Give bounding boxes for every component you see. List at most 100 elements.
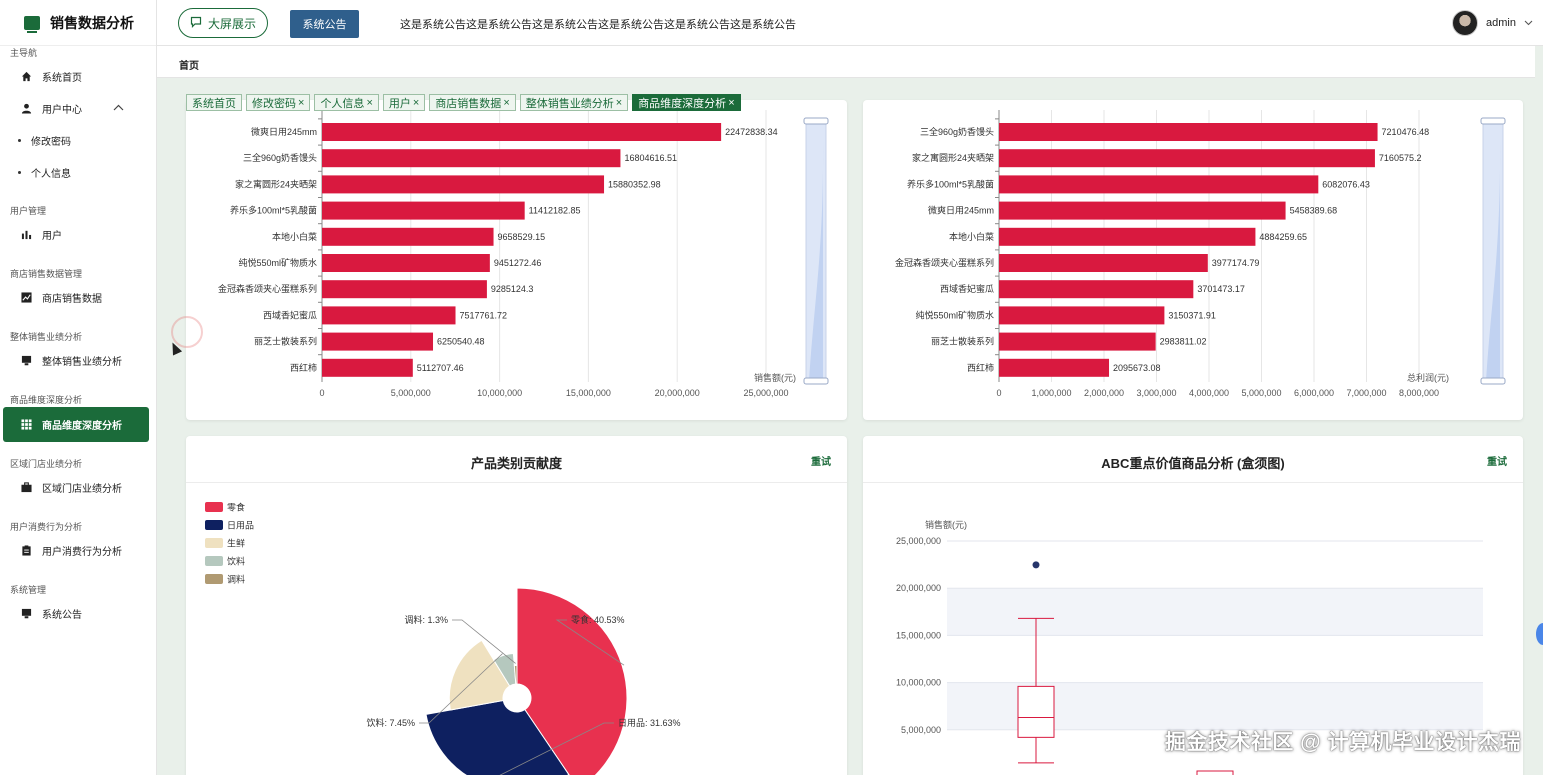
card-title: ABC重点价值商品分析 (盒须图)	[1101, 456, 1285, 471]
retry-button[interactable]: 重试	[1487, 457, 1507, 468]
chevron-down-icon	[1524, 17, 1533, 29]
box[interactable]	[1017, 685, 1055, 738]
legend-label[interactable]: 调料	[227, 574, 245, 585]
tab-item[interactable]: 整体销售业绩分析 ×	[519, 94, 629, 111]
legend-label[interactable]: 零食	[227, 502, 245, 513]
sidebar-item-label: 商店销售数据	[42, 293, 102, 305]
bar[interactable]	[322, 201, 525, 220]
zoom-handle-bottom[interactable]	[803, 377, 829, 385]
sidebar-item-users[interactable]: 用户	[0, 218, 156, 250]
sidebar-item-consumer-analysis[interactable]: 用户消费行为分析	[0, 534, 156, 566]
pie-slice[interactable]	[516, 587, 628, 775]
box[interactable]	[1196, 770, 1234, 775]
bar-value-label: 16804616.51	[624, 153, 677, 163]
zoom-handle-top[interactable]	[803, 117, 829, 125]
floating-action-button[interactable]	[1536, 623, 1543, 645]
sidebar-item-store-sales[interactable]: 商店销售数据	[0, 281, 156, 313]
pie-slice[interactable]	[425, 699, 570, 775]
profit-bar-chart: 0 1,000,000 2,000,000 3,000,000 4,000,000 5,0…	[895, 110, 1506, 398]
sidebar-item-home[interactable]: 系统首页	[0, 60, 156, 92]
label-leader-line	[419, 653, 503, 724]
close-icon[interactable]: ×	[503, 96, 510, 109]
sidebar-subitem-profile[interactable]: 个人信息	[0, 156, 156, 188]
close-icon[interactable]: ×	[615, 96, 623, 109]
sidebar-subitem-change-password[interactable]: 修改密码	[0, 124, 156, 156]
nav-group-title: 商品维度深度分析	[10, 395, 83, 405]
legend-label[interactable]: 饮料	[227, 556, 245, 567]
y-category-label: 金冠森香颂夹心蛋糕系列	[895, 257, 994, 268]
bar[interactable]	[322, 358, 413, 377]
bar[interactable]	[999, 280, 1194, 299]
sales-bar-chart: 0 5,000,000 10,000,000 15,000,000 20,000,000…	[218, 110, 829, 398]
bar[interactable]	[322, 123, 722, 141]
tab-item[interactable]: 个人信息 ×	[314, 94, 379, 111]
bar[interactable]	[999, 254, 1208, 272]
label-leader-line	[452, 619, 516, 664]
y-category-label: 丽芝士散装系列	[931, 336, 994, 347]
bar[interactable]	[999, 175, 1319, 194]
legend-swatch[interactable]	[205, 502, 223, 512]
sidebar-item-overall-sales[interactable]: 整体销售业绩分析	[0, 344, 156, 376]
slice-label: 零食: 40.53%	[571, 614, 625, 625]
legend-swatch[interactable]	[205, 574, 223, 584]
bar[interactable]	[322, 280, 487, 299]
zoom-handle-bottom[interactable]	[1480, 377, 1506, 385]
y-category-label: 西红柿	[290, 362, 317, 373]
system-notice-button[interactable]: 系统公告	[290, 10, 359, 38]
monitor-icon	[20, 607, 32, 619]
bullet-icon	[18, 170, 21, 174]
tab-item[interactable]: 修改密码 ×	[246, 94, 311, 111]
close-icon[interactable]: ×	[728, 96, 735, 109]
legend-swatch[interactable]	[205, 538, 223, 548]
bar[interactable]	[322, 332, 434, 351]
tab-item[interactable]: 商店销售数据 ×	[429, 94, 516, 111]
bar[interactable]	[999, 227, 1256, 246]
legend-swatch[interactable]	[205, 556, 223, 566]
retry-button[interactable]: 重试	[811, 457, 831, 468]
pie-slice[interactable]	[513, 664, 518, 685]
legend-swatch[interactable]	[205, 520, 223, 530]
legend-label[interactable]: 日用品	[227, 521, 254, 531]
breadcrumb[interactable]: 首页	[179, 61, 199, 72]
bar[interactable]	[322, 306, 456, 325]
user-menu[interactable]: admin	[1452, 10, 1533, 36]
bar[interactable]	[999, 123, 1378, 141]
close-icon[interactable]: ×	[366, 96, 373, 109]
label-leader-line	[499, 722, 614, 775]
sidebar-item-system-notice[interactable]: 系统公告	[0, 597, 156, 629]
big-screen-button[interactable]: 大屏展示	[178, 8, 268, 38]
sidebar-item-product-analysis[interactable]: 商品维度深度分析	[3, 407, 149, 442]
y-category-label: 养乐多100ml*5乳酸菌	[907, 178, 994, 189]
x-tick-label: 1,000,000	[1031, 388, 1071, 398]
bar[interactable]	[999, 306, 1165, 325]
close-icon[interactable]: ×	[412, 96, 420, 109]
outlier-point[interactable]	[1032, 561, 1040, 569]
tab-item[interactable]: 商品维度深度分析 ×	[632, 94, 741, 111]
bar[interactable]	[322, 254, 490, 272]
zoom-slider-shadow	[1486, 140, 1501, 382]
bar-value-label: 9658529.15	[498, 232, 546, 242]
bar-value-label: 3150371.91	[1168, 310, 1216, 320]
legend-label[interactable]: 生鲜	[227, 538, 245, 549]
sidebar-item-region-analysis[interactable]: 区域门店业绩分析	[0, 471, 156, 503]
sidebar-item-user-center[interactable]: 用户中心	[0, 92, 156, 124]
bar[interactable]	[999, 358, 1110, 377]
chevron-up-icon[interactable]	[113, 103, 124, 114]
bar[interactable]	[322, 149, 621, 168]
tab-item[interactable]: 系统首页	[186, 94, 242, 111]
close-icon[interactable]: ×	[298, 96, 305, 109]
bar-value-label: 9285124.3	[491, 284, 534, 294]
bar[interactable]	[999, 149, 1375, 168]
tab-item[interactable]: 用户 ×	[382, 94, 426, 111]
bar[interactable]	[999, 201, 1286, 220]
zoom-handle-top[interactable]	[1480, 117, 1506, 125]
x-tick-label: 0	[996, 388, 1001, 398]
bar[interactable]	[999, 332, 1156, 351]
y-category-label: 三全960g奶香馒头	[920, 126, 994, 137]
x-tick-label: 2,000,000	[1084, 388, 1124, 398]
bar[interactable]	[322, 227, 494, 246]
bar[interactable]	[322, 175, 605, 194]
avatar[interactable]	[1452, 10, 1479, 36]
topbar: 大屏展示 系统公告 这是系统公告这是系统公告这是系统公告这是系统公告这是系统公告…	[157, 0, 1543, 46]
nav-group-title: 主导航	[10, 48, 38, 58]
